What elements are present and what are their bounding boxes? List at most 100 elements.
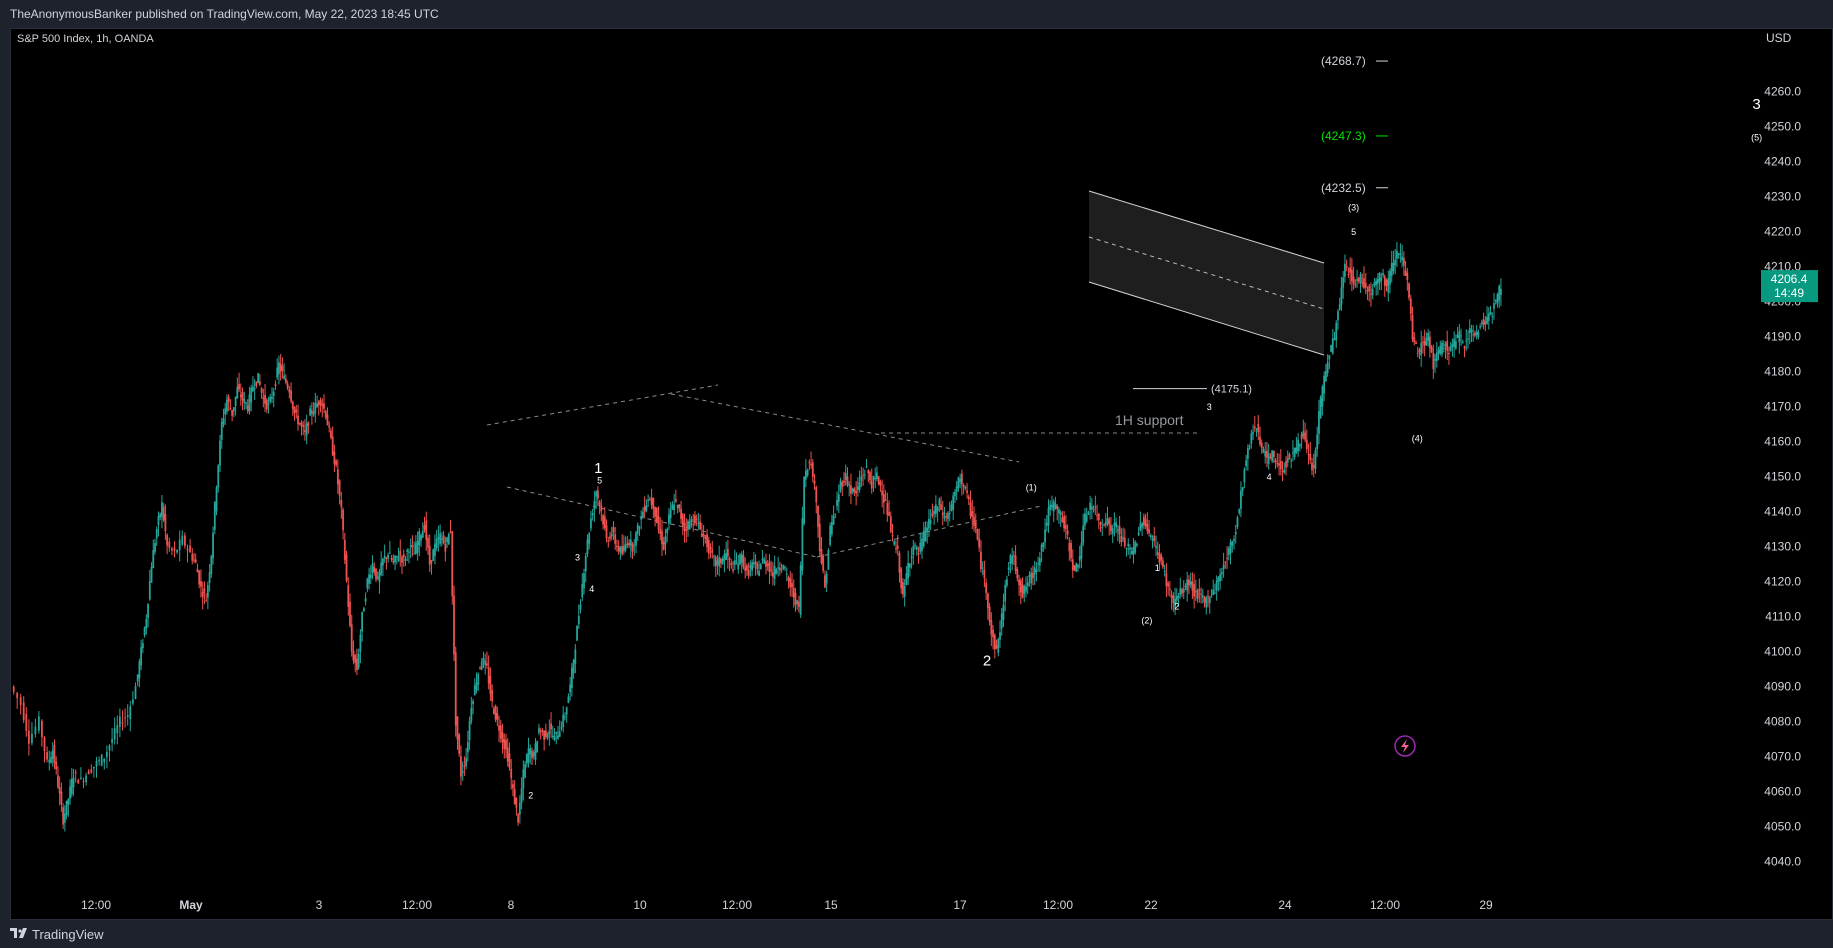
candle-body — [815, 486, 818, 503]
candle-body — [955, 486, 958, 493]
candle-body — [411, 545, 414, 548]
candle-body — [720, 558, 722, 563]
candle-body — [46, 752, 48, 760]
candle-body — [1170, 595, 1173, 598]
candle-body — [1045, 522, 1048, 526]
candle-body — [159, 513, 162, 518]
candle-body — [915, 546, 918, 550]
price-chart[interactable]: (4268.7) (4247.3) (4232.5) 1 2 3 5 3 4 2 (1) (2) 1 2 3… — [11, 29, 1832, 919]
channel-lower-line — [1088, 281, 1325, 356]
candle-body — [590, 518, 592, 529]
candle-body — [1498, 285, 1501, 301]
candle-body — [1155, 545, 1157, 548]
candle-body — [586, 539, 589, 555]
candle-body — [489, 675, 492, 695]
candle-body — [366, 578, 369, 589]
candle-body — [1248, 446, 1251, 448]
candle-body — [952, 495, 955, 510]
candle-body — [1194, 590, 1197, 592]
candle-body — [681, 514, 684, 526]
candle-body — [733, 560, 736, 566]
candle-body — [600, 506, 603, 512]
candle-body — [1285, 461, 1287, 468]
candle-body — [93, 766, 95, 769]
candle-body — [636, 524, 639, 534]
candle-body — [1250, 433, 1253, 444]
chart-frame[interactable]: (4268.7) (4247.3) (4232.5) 1 2 3 5 3 4 2 (1) (2) 1 2 3… — [10, 28, 1833, 920]
candle-body — [213, 502, 216, 530]
candle-body — [529, 748, 532, 755]
candle-body — [57, 775, 59, 788]
candle-body — [440, 538, 443, 540]
candle-body — [577, 615, 580, 625]
candle-body — [889, 516, 892, 533]
candle-body — [874, 477, 877, 479]
candle-body — [855, 490, 858, 494]
candle-body — [1484, 321, 1487, 325]
publisher-caption: TheAnonymousBanker published on TradingV… — [10, 7, 439, 21]
candle-body — [1441, 342, 1443, 355]
candle-body — [737, 563, 740, 570]
candle-body — [548, 730, 551, 735]
candle-body — [645, 505, 648, 511]
candle-body — [453, 595, 455, 655]
candle-body — [1371, 288, 1374, 296]
symbol-label: S&P 500 Index, 1h, OANDA — [17, 33, 154, 45]
candle-body — [539, 731, 542, 733]
candle-body — [902, 582, 904, 595]
candle-body — [234, 396, 237, 406]
candle-body — [1033, 567, 1036, 575]
candle-body — [129, 706, 132, 720]
candle-body — [238, 384, 240, 390]
candle-body — [950, 504, 953, 511]
candle-body — [740, 554, 743, 563]
candle-body — [442, 535, 445, 544]
candle-body — [1305, 439, 1308, 450]
candle-body — [1335, 323, 1338, 341]
candle-body — [572, 660, 575, 674]
candle-body — [1354, 284, 1357, 286]
lightning-alert-icon[interactable] — [1394, 735, 1416, 757]
candle-body — [454, 652, 457, 726]
candle-body — [1297, 439, 1300, 452]
candle-body — [430, 560, 433, 564]
candle-body — [694, 515, 696, 524]
candle-body — [985, 582, 988, 593]
candle-body — [1487, 313, 1490, 321]
candle-body — [830, 522, 833, 535]
candle-body — [449, 531, 452, 533]
candle-body — [350, 624, 353, 652]
candle-body — [288, 389, 291, 393]
candle-body — [1311, 462, 1313, 471]
candle-body — [1330, 345, 1332, 352]
candle-body — [1269, 456, 1272, 458]
candle-body — [1404, 270, 1407, 276]
candle-body — [884, 500, 887, 502]
candle-body — [617, 546, 620, 552]
candle-body — [1106, 518, 1109, 524]
candle-body — [205, 600, 208, 602]
candle-body — [517, 814, 520, 823]
candle-body — [1392, 262, 1395, 272]
candle-body — [1110, 524, 1112, 531]
wave-label: 4 — [1267, 472, 1272, 482]
candle-body — [1000, 613, 1003, 629]
candle-body — [1172, 595, 1175, 604]
candle-body — [969, 502, 972, 517]
candle-body — [980, 551, 982, 570]
candle-body — [934, 504, 937, 514]
publisher-header: TheAnonymousBanker published on TradingV… — [0, 0, 1833, 28]
candle-body — [1316, 434, 1319, 450]
candle-body — [1418, 349, 1421, 352]
wedge-upper-line — [670, 393, 1020, 463]
last-price-countdown: 14:49 — [1774, 286, 1804, 300]
candle-body — [1253, 426, 1256, 429]
candle-body — [413, 553, 416, 555]
candle-body — [274, 384, 277, 387]
candle-body — [1480, 321, 1483, 324]
candle-body — [1136, 544, 1138, 546]
candle-body — [143, 627, 146, 636]
candle-body — [524, 764, 526, 778]
candle-body — [1220, 572, 1223, 575]
candle-body — [1056, 505, 1059, 510]
